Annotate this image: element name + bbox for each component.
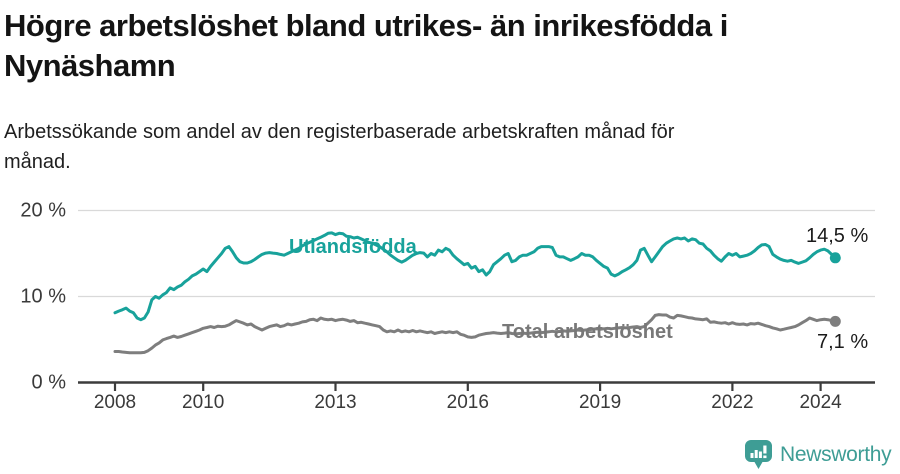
series-label-utlandsfodda: Utlandsfödda xyxy=(289,236,417,258)
annotation-total-last-value: 7,1 % xyxy=(817,331,869,353)
chart-subtitle: Arbetssökande som andel av den registerb… xyxy=(4,117,844,177)
annotation-utlandsfodda-last-value: 14,5 % xyxy=(806,225,869,247)
y-tick-label: 0 % xyxy=(31,371,66,393)
y-tick-label: 20 % xyxy=(20,199,66,221)
chart-subtitle-line2: månad. xyxy=(4,151,71,173)
x-tick-label: 2022 xyxy=(711,392,754,413)
newsworthy-logo: Newsworthy xyxy=(744,439,892,470)
x-tick-label: 2019 xyxy=(578,392,622,413)
x-tick-label: 2008 xyxy=(93,392,137,413)
x-tick-label: 2016 xyxy=(446,392,489,413)
chart-title-line2: Nynäshamn xyxy=(4,48,176,83)
gridlines xyxy=(78,209,875,298)
chart-title-line1: Högre arbetslöshet bland utrikes- än inr… xyxy=(4,8,728,43)
x-tick-label: 2010 xyxy=(182,392,225,413)
x-tick-label: 2024 xyxy=(799,392,842,413)
x-axis-ticks xyxy=(113,383,822,391)
utlandsfodda-end-dot xyxy=(829,252,841,264)
x-tick-label: 2013 xyxy=(314,392,357,413)
total-arbetsloshet-line xyxy=(113,313,837,355)
chart-title: Högre arbetslöshet bland utrikes- än inr… xyxy=(4,6,884,86)
total-arbetsloshet-end-dot xyxy=(829,315,841,327)
bar-chart-speech-bubble-icon xyxy=(745,440,772,469)
y-tick-label: 10 % xyxy=(20,285,66,307)
chart-subtitle-line1: Arbetssökande som andel av den registerb… xyxy=(4,121,675,143)
newsworthy-logo-text: Newsworthy xyxy=(780,442,892,466)
utlandsfodda-line xyxy=(113,231,837,322)
series-label-total-arbetsloshet: Total arbetslöshet xyxy=(502,321,673,343)
